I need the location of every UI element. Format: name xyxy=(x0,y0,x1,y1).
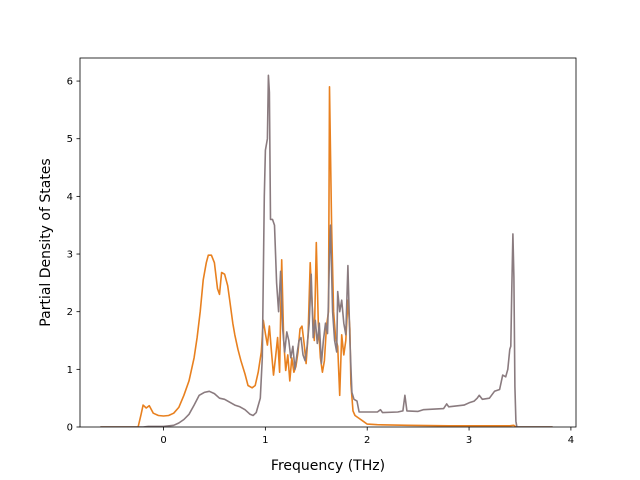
y-tick-label: 6 xyxy=(67,77,73,88)
x-tick-label: 2 xyxy=(364,435,370,446)
x-tick-label: 0 xyxy=(160,435,166,446)
x-axis: 0 1 2 3 4 xyxy=(160,427,574,446)
y-tick-label: 4 xyxy=(67,192,73,203)
pdos-series-2-line xyxy=(100,74,553,427)
y-tick-label: 5 xyxy=(67,134,73,145)
x-axis-title: Frequency (THz) xyxy=(271,458,385,474)
y-axis-title: Partial Density of States xyxy=(38,158,54,326)
x-tick-label: 4 xyxy=(568,435,574,446)
y-tick-label: 3 xyxy=(67,250,73,261)
axes-frame xyxy=(79,57,577,428)
x-tick-label: 1 xyxy=(262,435,268,446)
y-tick-label: 0 xyxy=(67,423,73,434)
y-tick-label: 2 xyxy=(67,307,73,318)
y-tick-label: 1 xyxy=(67,365,73,376)
y-axis: 0 1 2 3 4 5 6 xyxy=(67,77,80,434)
x-tick-label: 3 xyxy=(466,435,472,446)
plot-area xyxy=(100,74,553,427)
